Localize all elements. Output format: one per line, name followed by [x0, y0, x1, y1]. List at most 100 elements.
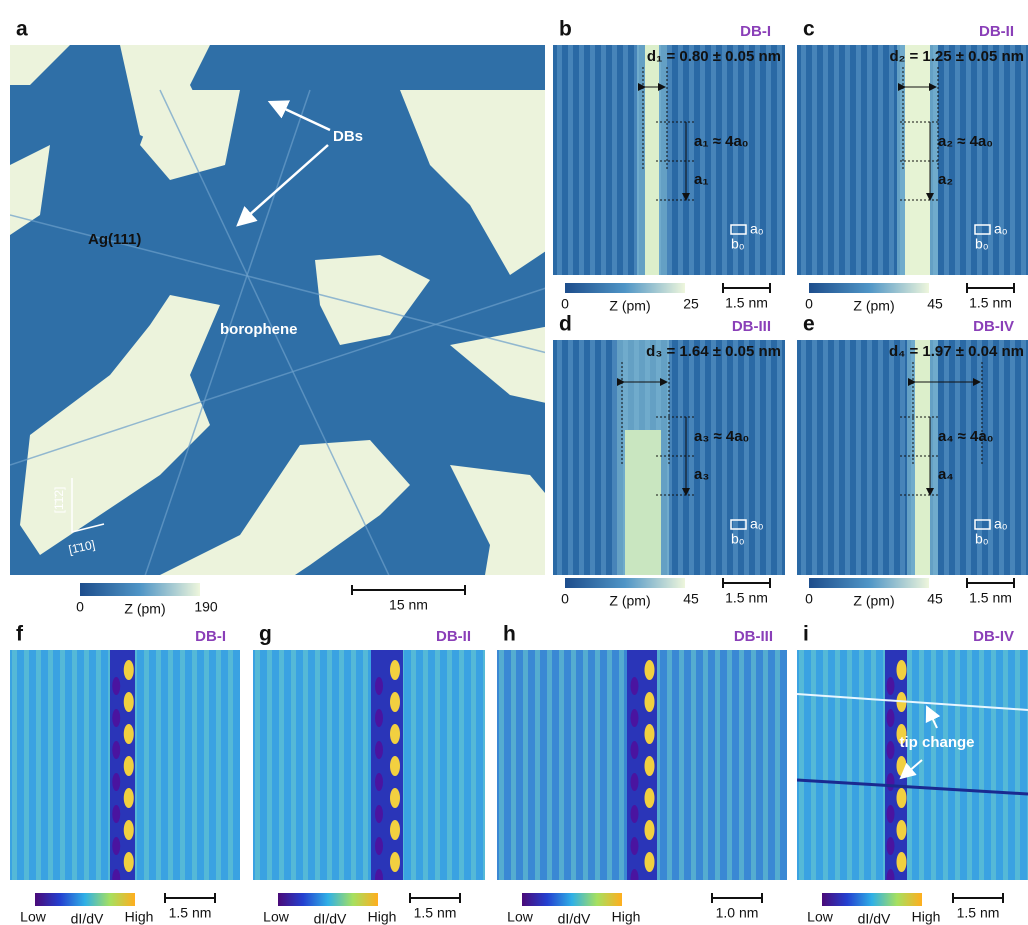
- state-lobe: [897, 660, 907, 680]
- lattice-row: [590, 45, 595, 275]
- state-lobe: [645, 724, 655, 744]
- state-lobe: [375, 709, 383, 727]
- lattice-row: [988, 45, 993, 275]
- lattice-row: [703, 650, 708, 880]
- lattice-row: [1015, 650, 1020, 880]
- colorbar-label: Z (pm): [124, 601, 165, 617]
- colorbar-label: 0: [805, 296, 813, 312]
- boundary-stripe: [905, 45, 930, 275]
- scale-bar: [165, 893, 215, 903]
- colorbar: [522, 893, 622, 906]
- lattice-row: [351, 650, 356, 880]
- lattice-row: [801, 45, 806, 275]
- lattice-row: [739, 650, 744, 880]
- period-label: a₂ ≈ 4a₀: [938, 133, 993, 150]
- colorbar: [822, 893, 922, 906]
- lattice-row: [967, 650, 972, 880]
- state-lobe: [897, 852, 907, 872]
- lattice-row: [279, 650, 284, 880]
- lattice-row: [291, 650, 296, 880]
- lattice-row: [24, 650, 29, 880]
- lattice-row: [535, 650, 540, 880]
- lattice-row: [303, 650, 308, 880]
- lattice-row: [919, 650, 924, 880]
- scale-label: 1.5 nm: [969, 295, 1012, 311]
- lattice-row: [691, 650, 696, 880]
- lattice-row: [900, 340, 905, 575]
- colorbar-label: Z (pm): [609, 298, 650, 314]
- scale-label: 15 nm: [389, 597, 428, 613]
- scale-bar: [967, 578, 1014, 588]
- lattice-row: [999, 340, 1004, 575]
- lattice-row: [955, 340, 960, 575]
- state-lobe: [390, 788, 400, 808]
- colorbar-label: dI/dV: [71, 911, 104, 925]
- unit-cell-label: b₀: [975, 531, 989, 547]
- colorbar-label: 45: [927, 296, 943, 312]
- period-label: a₄: [938, 466, 954, 483]
- state-lobe: [631, 869, 639, 887]
- colorbar-label: 0: [76, 599, 84, 615]
- panel-title: DB-I: [195, 628, 226, 645]
- state-lobe: [124, 756, 134, 776]
- colorbar: [565, 578, 685, 588]
- lattice-row: [619, 650, 624, 880]
- boundary-stripe: [625, 430, 661, 665]
- panel-label: b: [559, 18, 572, 41]
- state-lobe: [887, 773, 895, 791]
- lattice-row: [715, 650, 720, 880]
- lattice-row: [547, 650, 552, 880]
- state-lobe: [112, 805, 120, 823]
- lattice-row: [559, 650, 564, 880]
- scale-bar: [953, 893, 1003, 903]
- lattice-row: [557, 45, 562, 275]
- scale-label: 1.0 nm: [716, 905, 759, 921]
- state-lobe: [887, 677, 895, 695]
- state-lobe: [112, 837, 120, 855]
- colorbar-label: High: [912, 909, 941, 925]
- lattice-row: [799, 650, 804, 880]
- lattice-row: [775, 650, 780, 880]
- lattice-row: [744, 340, 749, 575]
- state-lobe: [631, 677, 639, 695]
- lattice-row: [755, 340, 760, 575]
- lattice-row: [722, 45, 727, 275]
- lattice-row: [48, 650, 53, 880]
- lattice-row: [823, 650, 828, 880]
- lattice-row: [755, 45, 760, 275]
- panel-image: [553, 45, 785, 275]
- lattice-row: [579, 340, 584, 575]
- unit-cell-label: a₀: [750, 516, 764, 532]
- lattice-row: [856, 340, 861, 575]
- lattice-row: [144, 650, 149, 880]
- state-lobe: [887, 741, 895, 759]
- lattice-row: [583, 650, 588, 880]
- lattice-row: [192, 650, 197, 880]
- colorbar-label: 190: [194, 599, 218, 615]
- panel-title: DB-I: [740, 23, 771, 40]
- panel-title: DB-IV: [973, 318, 1014, 335]
- lattice-row: [777, 340, 782, 575]
- lattice-row: [72, 650, 77, 880]
- lattice-row: [931, 650, 936, 880]
- lattice-row: [801, 340, 806, 575]
- annotation: Ag(111): [88, 231, 141, 248]
- panel-title: DB-III: [732, 318, 771, 335]
- lattice-row: [889, 340, 894, 575]
- panel-label: g: [259, 623, 272, 646]
- lattice-row: [1010, 340, 1015, 575]
- scale-label: 1.5 nm: [969, 590, 1012, 606]
- lattice-row: [60, 650, 65, 880]
- panel-label: f: [16, 623, 24, 646]
- state-lobe: [375, 773, 383, 791]
- lattice-row: [722, 340, 727, 575]
- lattice-row: [845, 45, 850, 275]
- lattice-row: [1021, 45, 1026, 275]
- state-lobe: [375, 837, 383, 855]
- state-lobe: [112, 869, 120, 887]
- figure: DBsAg(111)borophene[1̄1̄2][1̄10]d₁ = 0.8…: [0, 0, 1028, 925]
- colorbar-label: Low: [20, 909, 47, 925]
- lattice-row: [966, 45, 971, 275]
- state-lobe: [631, 709, 639, 727]
- lattice-row: [623, 45, 628, 275]
